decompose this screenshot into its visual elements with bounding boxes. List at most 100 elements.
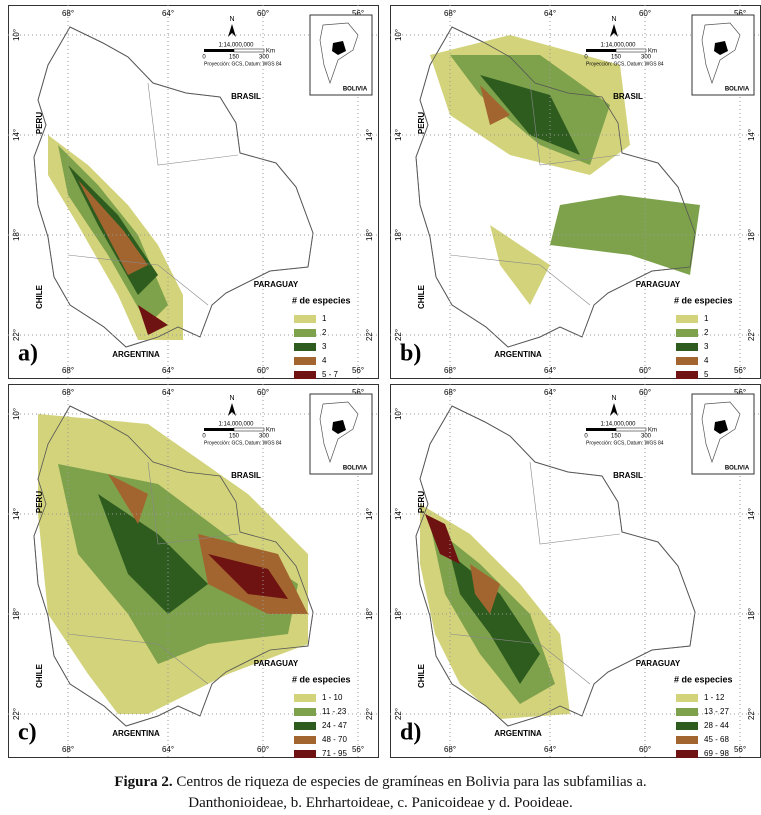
lat-label: 14°: [394, 129, 403, 141]
lon-label: 56°: [734, 745, 746, 754]
legend-label: 1 - 10: [322, 693, 343, 702]
department-borders: [33, 405, 314, 727]
legend-swatch: [676, 343, 698, 351]
inset-label: BOLIVIA: [343, 87, 368, 93]
scale-bar: [615, 427, 647, 432]
lon-label: 68°: [444, 366, 456, 375]
country-label: BRASIL: [231, 92, 261, 101]
caption: Figura 2. Centros de riqueza de especies…: [0, 772, 761, 814]
lat-label: 22°: [394, 329, 403, 341]
caption-line: Centros de riqueza de especies de gramín…: [176, 774, 647, 790]
legend-label: 3: [704, 342, 709, 351]
scale-ratio: 1:14,000,000: [218, 43, 254, 49]
caption-line: Danthonioideae, b. Ehrhartoideae, c. Pan…: [188, 795, 573, 811]
lon-label: 68°: [444, 388, 456, 397]
country-label: PARAGUAY: [254, 280, 299, 289]
caption-bold: Figura 2.: [114, 774, 173, 790]
north-label: N: [611, 395, 616, 402]
lon-label: 64°: [162, 388, 174, 397]
legend-swatch: [676, 371, 698, 379]
lon-label: 68°: [62, 388, 74, 397]
richness-area: [450, 554, 540, 684]
scale-bar: [233, 48, 265, 53]
lon-label: 64°: [544, 388, 556, 397]
legend-swatch: [676, 722, 698, 730]
legend-swatch: [294, 722, 316, 730]
panel-label: d): [400, 720, 421, 746]
scale-mark: 0: [584, 55, 588, 61]
lon-label: 60°: [639, 9, 651, 18]
north-arrow: [610, 24, 618, 37]
department-borders: [415, 405, 696, 727]
lat-label: 14°: [365, 129, 374, 141]
legend-swatch: [294, 750, 316, 758]
scale-mark: 300: [259, 434, 270, 440]
department-borders: [415, 26, 696, 348]
legend-label: 2: [322, 328, 327, 337]
department-border: [449, 633, 591, 685]
scale-mark: 0: [584, 434, 588, 440]
inset-bolivia: [332, 420, 346, 434]
lat-label: 18°: [747, 608, 756, 620]
richness-area: [108, 474, 148, 524]
north-label: N: [229, 395, 234, 402]
projection: Proyección: GCS, Datum: WGS 84: [204, 61, 282, 67]
lon-label: 56°: [734, 9, 746, 18]
inset-label: BOLIVIA: [343, 466, 368, 472]
projection: Proyección: GCS, Datum: WGS 84: [204, 440, 282, 446]
lat-label: 22°: [365, 708, 374, 720]
lon-label: 56°: [352, 366, 364, 375]
legend-label: 48 - 70: [322, 735, 347, 744]
legend-swatch: [294, 708, 316, 716]
scale-unit: Km: [266, 49, 275, 55]
country-label: CHILE: [417, 284, 426, 309]
figure: 68° 68° 64° 64° 60° 60° 56° 56° 10° 10° 14° 14° 18° 1…: [8, 5, 761, 758]
department-border: [67, 254, 209, 306]
lat-label: 18°: [365, 608, 374, 620]
country-label: BRASIL: [613, 471, 643, 480]
lat-label: 10°: [12, 408, 21, 420]
country-label: PERU: [417, 491, 426, 513]
lat-label: 22°: [12, 329, 21, 341]
inset-bolivia: [714, 41, 728, 55]
country-label: ARGENTINA: [494, 729, 542, 738]
map-panel: 68°68°64°64°60°60°56°56°10°10°14°14°18°1…: [8, 5, 379, 379]
legend-label: 71 - 95: [322, 749, 347, 758]
legend-title: # de especies: [674, 295, 733, 305]
scale-mark: 300: [641, 55, 652, 61]
north-arrow: [228, 403, 236, 416]
legend-swatch: [294, 694, 316, 702]
north-arrow: [610, 403, 618, 416]
legend-label: 4: [322, 356, 327, 365]
lat-label: 14°: [12, 508, 21, 520]
country-label: PARAGUAY: [636, 659, 681, 668]
legend-title: # de especies: [292, 674, 351, 684]
country-label: PARAGUAY: [254, 659, 299, 668]
lon-label: 56°: [352, 745, 364, 754]
richness-area: [470, 564, 500, 614]
scale-unit: Km: [266, 428, 275, 434]
legend-swatch: [294, 371, 316, 379]
legend-swatch: [676, 357, 698, 365]
legend-swatch: [676, 329, 698, 337]
legend-swatch: [676, 315, 698, 323]
lat-label: 22°: [747, 708, 756, 720]
lat-label: 22°: [394, 708, 403, 720]
richness-area: [208, 554, 288, 599]
lat-label: 18°: [12, 229, 21, 241]
department-border: [529, 461, 621, 545]
lon-label: 64°: [544, 366, 556, 375]
panel-label: c): [18, 720, 37, 746]
lon-label: 68°: [444, 9, 456, 18]
scale-ratio: 1:14,000,000: [600, 422, 636, 428]
legend-swatch: [676, 736, 698, 744]
country-label: PERU: [35, 112, 44, 134]
richness-area: [138, 305, 168, 335]
legend-title: # de especies: [674, 674, 733, 684]
lat-label: 18°: [12, 608, 21, 620]
north-label: N: [611, 16, 616, 23]
lon-label: 56°: [352, 9, 364, 18]
lon-label: 56°: [734, 366, 746, 375]
scale-mark: 150: [611, 434, 622, 440]
